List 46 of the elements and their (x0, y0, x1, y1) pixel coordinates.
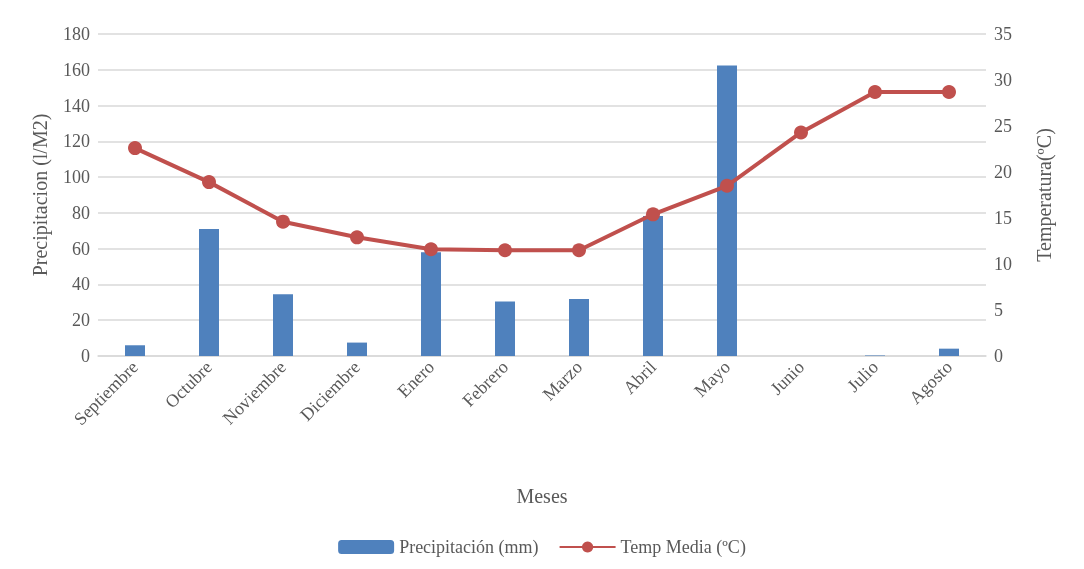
y-tick-label: 140 (63, 95, 90, 116)
y2-tick-label: 20 (994, 162, 1012, 182)
y-tick-label: 160 (63, 59, 90, 80)
y2-axis-title: Temperatura(ºC) (1033, 128, 1056, 262)
bar (347, 342, 367, 356)
point (424, 242, 438, 257)
point (942, 84, 956, 99)
y-tick-label: 120 (63, 131, 90, 152)
x-axis-title: Meses (516, 485, 568, 507)
y-tick-label: 40 (72, 274, 90, 295)
point (350, 230, 364, 245)
y2-tick-label: 15 (994, 208, 1012, 228)
y-tick-label: 60 (72, 238, 90, 259)
bar (939, 348, 959, 356)
y2-tick-label: 10 (994, 254, 1012, 274)
point (572, 243, 586, 258)
y-tick-label: 80 (72, 202, 90, 223)
legend-label: Temp Media (ºC) (620, 537, 746, 558)
x-tick-label: Julio (843, 356, 883, 396)
point (202, 175, 216, 190)
point (720, 178, 734, 193)
point (646, 207, 660, 222)
bar (643, 215, 663, 356)
bar (199, 228, 219, 356)
y-tick-label: 180 (63, 24, 90, 44)
legend-label: Precipitación (mm) (399, 537, 539, 558)
bar (273, 294, 293, 356)
y-axis-title: Precipitacion (l/M2) (29, 113, 52, 277)
point (868, 84, 882, 99)
y2-tick-label: 25 (994, 116, 1012, 136)
point (794, 125, 808, 140)
point (276, 214, 290, 229)
y2-tick-label: 30 (994, 70, 1012, 90)
point (128, 141, 142, 156)
point (498, 243, 512, 258)
bar (569, 299, 589, 356)
y-tick-label: 20 (72, 310, 90, 331)
y2-tick-label: 5 (994, 300, 1003, 320)
y2-tick-label: 35 (994, 24, 1012, 44)
bar (125, 345, 145, 356)
bar (717, 65, 737, 356)
bar (421, 252, 441, 356)
bar (495, 301, 515, 356)
y-tick-label: 100 (63, 167, 90, 188)
y2-tick-label: 0 (994, 346, 1003, 366)
y-tick-label: 0 (81, 346, 90, 366)
